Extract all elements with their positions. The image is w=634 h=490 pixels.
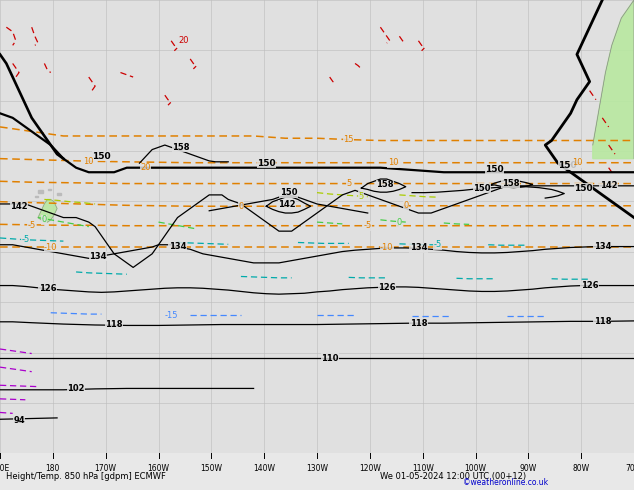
Text: -15: -15: [164, 311, 178, 319]
Text: 10: 10: [388, 158, 398, 167]
Text: 158: 158: [376, 180, 394, 189]
Text: ©weatheronline.co.uk: ©weatheronline.co.uk: [463, 478, 548, 487]
Text: 10: 10: [84, 157, 94, 166]
Text: 5: 5: [359, 192, 364, 201]
Polygon shape: [35, 196, 38, 197]
Text: 150: 150: [92, 152, 111, 161]
Text: -10: -10: [44, 243, 58, 251]
Text: 94: 94: [13, 416, 25, 425]
Text: 0: 0: [238, 202, 243, 211]
Text: 170E: 170E: [0, 464, 10, 472]
Text: 80W: 80W: [573, 464, 590, 472]
Text: 10: 10: [572, 158, 582, 167]
Text: 120W: 120W: [359, 464, 381, 472]
Text: 158: 158: [172, 143, 190, 152]
Text: -10: -10: [380, 243, 394, 251]
Text: 160W: 160W: [148, 464, 169, 472]
Text: 134: 134: [410, 244, 427, 252]
Text: -5: -5: [363, 221, 372, 230]
Text: 150: 150: [473, 184, 491, 193]
Polygon shape: [57, 193, 61, 195]
Text: 150: 150: [485, 166, 504, 174]
Text: 0: 0: [397, 218, 402, 226]
Text: 134: 134: [169, 242, 186, 251]
Polygon shape: [38, 199, 57, 222]
Text: 142: 142: [10, 202, 28, 211]
Text: -5: -5: [21, 235, 30, 244]
Text: 140W: 140W: [253, 464, 275, 472]
Text: 70W: 70W: [625, 464, 634, 472]
Text: 180: 180: [46, 464, 60, 472]
Text: 134: 134: [593, 242, 611, 251]
Text: 134: 134: [89, 251, 107, 261]
Text: 126: 126: [378, 283, 396, 292]
Polygon shape: [38, 191, 43, 193]
Text: 150: 150: [280, 188, 297, 197]
Text: 126: 126: [581, 281, 598, 290]
Text: 110: 110: [321, 354, 339, 363]
Text: -5: -5: [433, 240, 442, 249]
Text: 0: 0: [403, 201, 408, 210]
Text: 126: 126: [39, 284, 56, 293]
Text: 150: 150: [558, 161, 577, 170]
Text: 158: 158: [501, 179, 519, 188]
Text: -5: -5: [27, 221, 36, 230]
Text: 15: 15: [344, 135, 354, 144]
Text: 118: 118: [593, 317, 611, 326]
Text: 5: 5: [346, 179, 351, 188]
Text: 118: 118: [105, 320, 123, 329]
Text: 100W: 100W: [465, 464, 486, 472]
Text: 130W: 130W: [306, 464, 328, 472]
Text: 118: 118: [410, 318, 427, 328]
Text: 150W: 150W: [200, 464, 222, 472]
Text: 20: 20: [141, 163, 151, 172]
Text: 150: 150: [574, 184, 593, 193]
Text: 150: 150: [257, 159, 276, 168]
Text: 170W: 170W: [94, 464, 117, 472]
Text: 90W: 90W: [520, 464, 537, 472]
Text: 0: 0: [42, 215, 47, 224]
Text: 102: 102: [67, 384, 85, 393]
Polygon shape: [48, 189, 51, 191]
Text: Height/Temp. 850 hPa [gdpm] ECMWF: Height/Temp. 850 hPa [gdpm] ECMWF: [6, 471, 166, 481]
Text: 110W: 110W: [411, 464, 434, 472]
Polygon shape: [593, 0, 634, 159]
Text: We 01-05-2024 12:00 UTC (00+12): We 01-05-2024 12:00 UTC (00+12): [380, 471, 526, 481]
Text: 142: 142: [278, 200, 296, 209]
Text: 20: 20: [179, 36, 189, 45]
Text: 142: 142: [600, 181, 618, 190]
